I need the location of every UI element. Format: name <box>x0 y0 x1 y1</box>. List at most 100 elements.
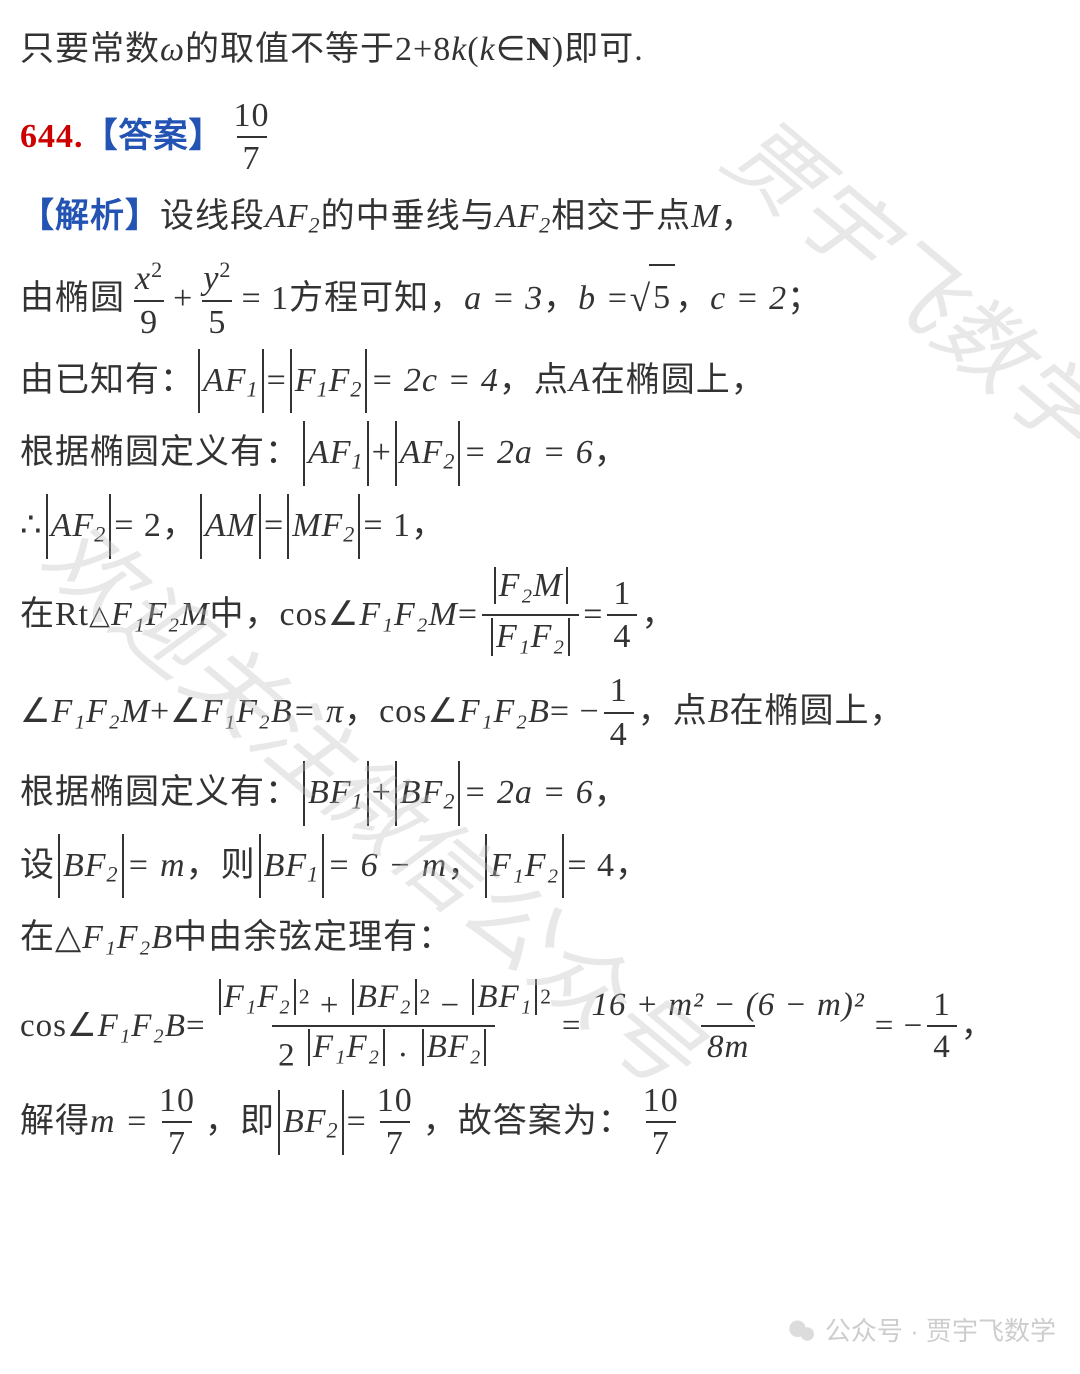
paren-open: ( <box>467 18 479 83</box>
frac-10-7: 10 7 <box>153 1082 201 1163</box>
therefore: ∴ <box>20 494 43 559</box>
frac-x2-9: x2 9 <box>129 258 169 341</box>
abs-BF2: BF2 <box>275 1090 347 1155</box>
angle-icon: ∠ <box>20 680 51 745</box>
text: 即可. <box>564 18 644 83</box>
text: 在椭圆上， <box>591 349 766 414</box>
eq: = <box>186 995 206 1058</box>
frac-num: 10 <box>228 97 276 136</box>
text: 的中垂线与 <box>321 185 496 250</box>
frac-F2M-F1F2: F₂M F₁F₂ <box>482 567 579 665</box>
plus: + <box>372 761 392 826</box>
abs-BF1: BF1 <box>256 834 328 899</box>
seg-AF2-b: AF2 <box>496 185 552 250</box>
abs-F1F2: F₁F₂ <box>482 834 567 899</box>
rhs: = 2a = 6 <box>463 421 593 486</box>
rhs: = 2c = 4 <box>370 349 498 414</box>
angle-icon: ∠ <box>427 680 458 745</box>
point-B: B <box>708 680 730 745</box>
text: ，点 <box>638 680 708 745</box>
frac-1-4: 1 4 <box>607 575 637 656</box>
comma: ， <box>641 583 676 648</box>
cos: cos <box>20 995 67 1058</box>
comma: ， <box>594 421 629 486</box>
rt-label: Rt <box>55 583 89 648</box>
semicolon: ； <box>787 267 822 332</box>
sol-line-9: 设 BF2 = m ，则 BF1 = 6 − m ， F₁F₂ = 4 ， <box>20 834 1060 899</box>
text: ，即 <box>205 1090 275 1155</box>
angle-F1F2B: F₁F₂B <box>459 680 550 745</box>
sqrt-5: √5 <box>630 264 676 335</box>
eq-pi: = π <box>293 680 344 745</box>
eq-neg: = − <box>550 680 600 745</box>
comma: ， <box>162 494 197 559</box>
var-k2: k <box>480 18 496 83</box>
abs-BF1: BF1 <box>300 761 372 826</box>
angle-F1F2B: F₁F₂B <box>98 995 186 1058</box>
num-frac: 16 + m² − (6 − m)² 8m <box>586 987 871 1066</box>
footer-text: 公众号 · 贾宇飞数学 <box>825 1307 1056 1356</box>
point-A: A <box>569 349 591 414</box>
frac-10-7: 10 7 <box>637 1082 685 1163</box>
sol-line-8: 根据椭圆定义有： BF1 + BF2 = 2a = 6 ， <box>20 761 1060 826</box>
sol-line-6: 在 Rt △ F₁F₂M 中， cos ∠ F₁F₂M = F₂M F₁F₂ =… <box>20 567 1060 665</box>
abs-AF1: AF1 <box>195 349 267 414</box>
eq-m: = m <box>127 834 186 899</box>
angle-F1F2B: F₁F₂B <box>202 680 293 745</box>
text: ，点 <box>499 349 569 414</box>
abs-AF1: AF1 <box>300 421 372 486</box>
sol-line-7: ∠ F₁F₂M + ∠ F₁F₂B = π ， cos ∠ F₁F₂B = − … <box>20 672 1060 753</box>
text: 根据椭圆定义有： <box>20 761 300 826</box>
plus: + <box>413 18 433 83</box>
text: ，故答案为： <box>423 1090 633 1155</box>
eq: = <box>347 1090 367 1155</box>
sol-line-2: 由椭圆 x2 9 + y2 5 = 1 方程可知， a = 3 ， b = √5… <box>20 258 1060 341</box>
sol-line-11: cos ∠ F₁F₂B = F₁F₂2 + BF₂2 − BF₁2 2 F₁F₂… <box>20 979 1060 1074</box>
text: 解得 <box>20 1090 90 1155</box>
in-symbol: ∈ <box>496 18 527 83</box>
eq: = <box>264 494 284 559</box>
angle-icon: ∠ <box>170 680 201 745</box>
cos: cos <box>379 680 427 745</box>
eq-1: = 1 <box>241 267 289 332</box>
frac-den: 7 <box>237 136 267 177</box>
set-N: N <box>526 18 552 83</box>
text: 方程可知， <box>289 267 464 332</box>
footer-watermark: 公众号 · 贾宇飞数学 <box>787 1307 1056 1356</box>
cosine-rule-frac: F₁F₂2 + BF₂2 − BF₁2 2 F₁F₂ · BF₂ <box>210 979 558 1074</box>
solution-tag: 【解析】 <box>20 185 160 250</box>
text: ，则 <box>186 834 256 899</box>
var-k: k <box>451 18 467 83</box>
text: 相交于点 <box>551 185 691 250</box>
sol-line-12: 解得 m = 10 7 ，即 BF2 = 10 7 ，故答案为： 10 7 <box>20 1082 1060 1163</box>
eq-1: = 1 <box>363 494 411 559</box>
text: 中由余弦定理有： <box>173 906 453 971</box>
prev-problem-tail: 只要常数 ω 的取值不等于 2 + 8 k ( k ∈ N ) 即可. <box>20 18 1060 83</box>
frac-y2-5: y2 5 <box>197 258 237 341</box>
plus: + <box>173 267 193 332</box>
text: 中， <box>210 583 280 648</box>
eq: = <box>267 349 287 414</box>
wechat-icon <box>787 1316 817 1346</box>
eq-2: = 2 <box>114 494 162 559</box>
text: 设线段 <box>160 185 265 250</box>
comma: ， <box>543 267 578 332</box>
seg-AF2: AF2 <box>265 185 321 250</box>
tri-F1F2M: F₁F₂M <box>111 583 210 648</box>
angle-icon: ∠ <box>67 995 98 1058</box>
comma: ， <box>675 267 710 332</box>
m-eq: m = <box>90 1090 149 1155</box>
comma: ， <box>615 834 650 899</box>
comma: ， <box>721 185 756 250</box>
comma: ， <box>411 494 446 559</box>
rhs: = 2a = 6 <box>463 761 593 826</box>
const-2: 2 <box>395 18 413 83</box>
text: 在椭圆上， <box>730 680 905 745</box>
eq-neg: = − <box>875 995 923 1058</box>
triangle-icon: △ <box>89 590 111 642</box>
angle-icon: ∠ <box>328 583 359 648</box>
text: 的取值不等于 <box>185 18 395 83</box>
b-eq: b = <box>578 267 629 332</box>
abs-AM: AM <box>197 494 264 559</box>
question-number: 644. <box>20 105 84 170</box>
